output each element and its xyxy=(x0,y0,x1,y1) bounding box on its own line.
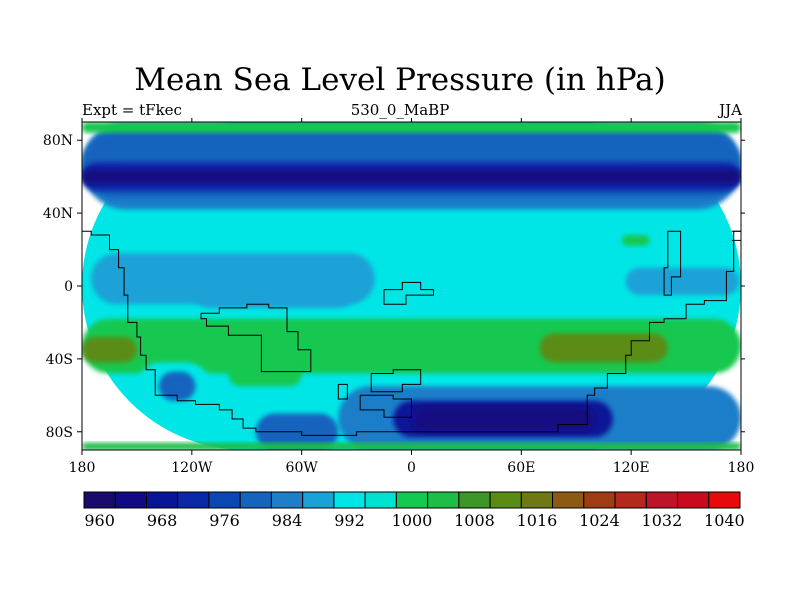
experiment-label: Expt = tFkec xyxy=(82,101,182,119)
x-tick-label: 60W xyxy=(286,460,319,476)
coastline-segment xyxy=(337,383,348,400)
colorbar-swatch xyxy=(583,491,616,509)
colorbar-swatch xyxy=(427,491,460,509)
colorbar-swatch xyxy=(333,491,366,509)
colorbar-swatch xyxy=(177,491,210,509)
pressure-region xyxy=(539,333,668,363)
colorbar-label: 984 xyxy=(272,511,303,530)
axis-ticks: 180 120W 60W 0 60E 120E 180 80N 40N 0 40S 80S xyxy=(43,118,754,476)
season-label: JJA xyxy=(719,101,742,119)
pressure-region xyxy=(625,267,740,296)
pressure-region xyxy=(82,122,741,133)
colorbar-swatch xyxy=(614,491,647,509)
pressure-region xyxy=(622,234,650,246)
x-tick-label: 0 xyxy=(407,460,416,476)
colorbar-label: 1032 xyxy=(642,511,683,530)
y-tick-label: 40S xyxy=(46,352,73,368)
pressure-field xyxy=(82,122,741,450)
colorbar-label: 1040 xyxy=(704,511,745,530)
colorbar-label: 960 xyxy=(84,511,115,530)
colorbar: 960 968 976 984 992 1000 1008 1016 1024 1032 1040 xyxy=(83,491,745,530)
colorbar-label: 1000 xyxy=(392,511,433,530)
pressure-region xyxy=(228,362,302,387)
y-tick-label: 80N xyxy=(43,133,73,149)
colorbar-swatch xyxy=(520,491,554,509)
pressure-region xyxy=(191,271,357,308)
colorbar-swatch xyxy=(677,491,710,509)
coastline-segment xyxy=(663,230,682,296)
time-label: 530_0_MaBP xyxy=(350,101,450,119)
coastline-segment xyxy=(82,230,741,436)
colorbar-label: 1016 xyxy=(517,511,558,530)
pressure-region xyxy=(411,406,595,432)
colorbar-swatch xyxy=(458,491,491,509)
colorbar-swatch xyxy=(552,491,585,509)
colorbar-swatch xyxy=(208,491,241,509)
pressure-region xyxy=(82,442,741,450)
y-tick-label: 0 xyxy=(64,279,73,295)
colorbar-swatch xyxy=(270,491,304,509)
x-tick-label: 180 xyxy=(69,460,96,476)
pressure-region xyxy=(82,337,137,363)
colorbar-swatch xyxy=(114,491,147,509)
colorbar-swatch xyxy=(239,491,272,509)
coastline-segment xyxy=(359,394,412,418)
colorbar-swatch xyxy=(489,491,522,509)
x-tick-label: 180 xyxy=(728,460,755,476)
colorbar-swatch xyxy=(708,491,741,509)
pressure-region xyxy=(173,380,189,392)
coastlines xyxy=(82,230,741,436)
colorbar-swatch xyxy=(395,491,429,509)
colorbar-swatch xyxy=(83,491,116,509)
colorbar-swatch xyxy=(302,491,335,509)
colorbar-label: 992 xyxy=(334,511,365,530)
x-tick-label: 120E xyxy=(613,460,650,476)
colorbar-label: 1024 xyxy=(579,511,620,530)
x-tick-label: 120W xyxy=(171,460,213,476)
x-tick-label: 60E xyxy=(507,460,535,476)
coastline-segment xyxy=(200,303,312,373)
pressure-region xyxy=(82,169,741,184)
colorbar-swatch xyxy=(645,491,679,509)
coastline-segment xyxy=(383,281,434,305)
colorbar-label: 968 xyxy=(147,511,178,530)
colorbar-label: 976 xyxy=(209,511,240,530)
colorbar-label: 1008 xyxy=(454,511,495,530)
colorbar-swatch xyxy=(145,491,179,509)
coastline-segment xyxy=(370,369,422,393)
coastline-segment xyxy=(731,230,741,241)
colorbar-swatch xyxy=(364,491,397,509)
chart-title: Mean Sea Level Pressure (in hPa) xyxy=(134,62,666,98)
y-tick-label: 80S xyxy=(46,425,73,441)
y-tick-label: 40N xyxy=(43,206,73,222)
